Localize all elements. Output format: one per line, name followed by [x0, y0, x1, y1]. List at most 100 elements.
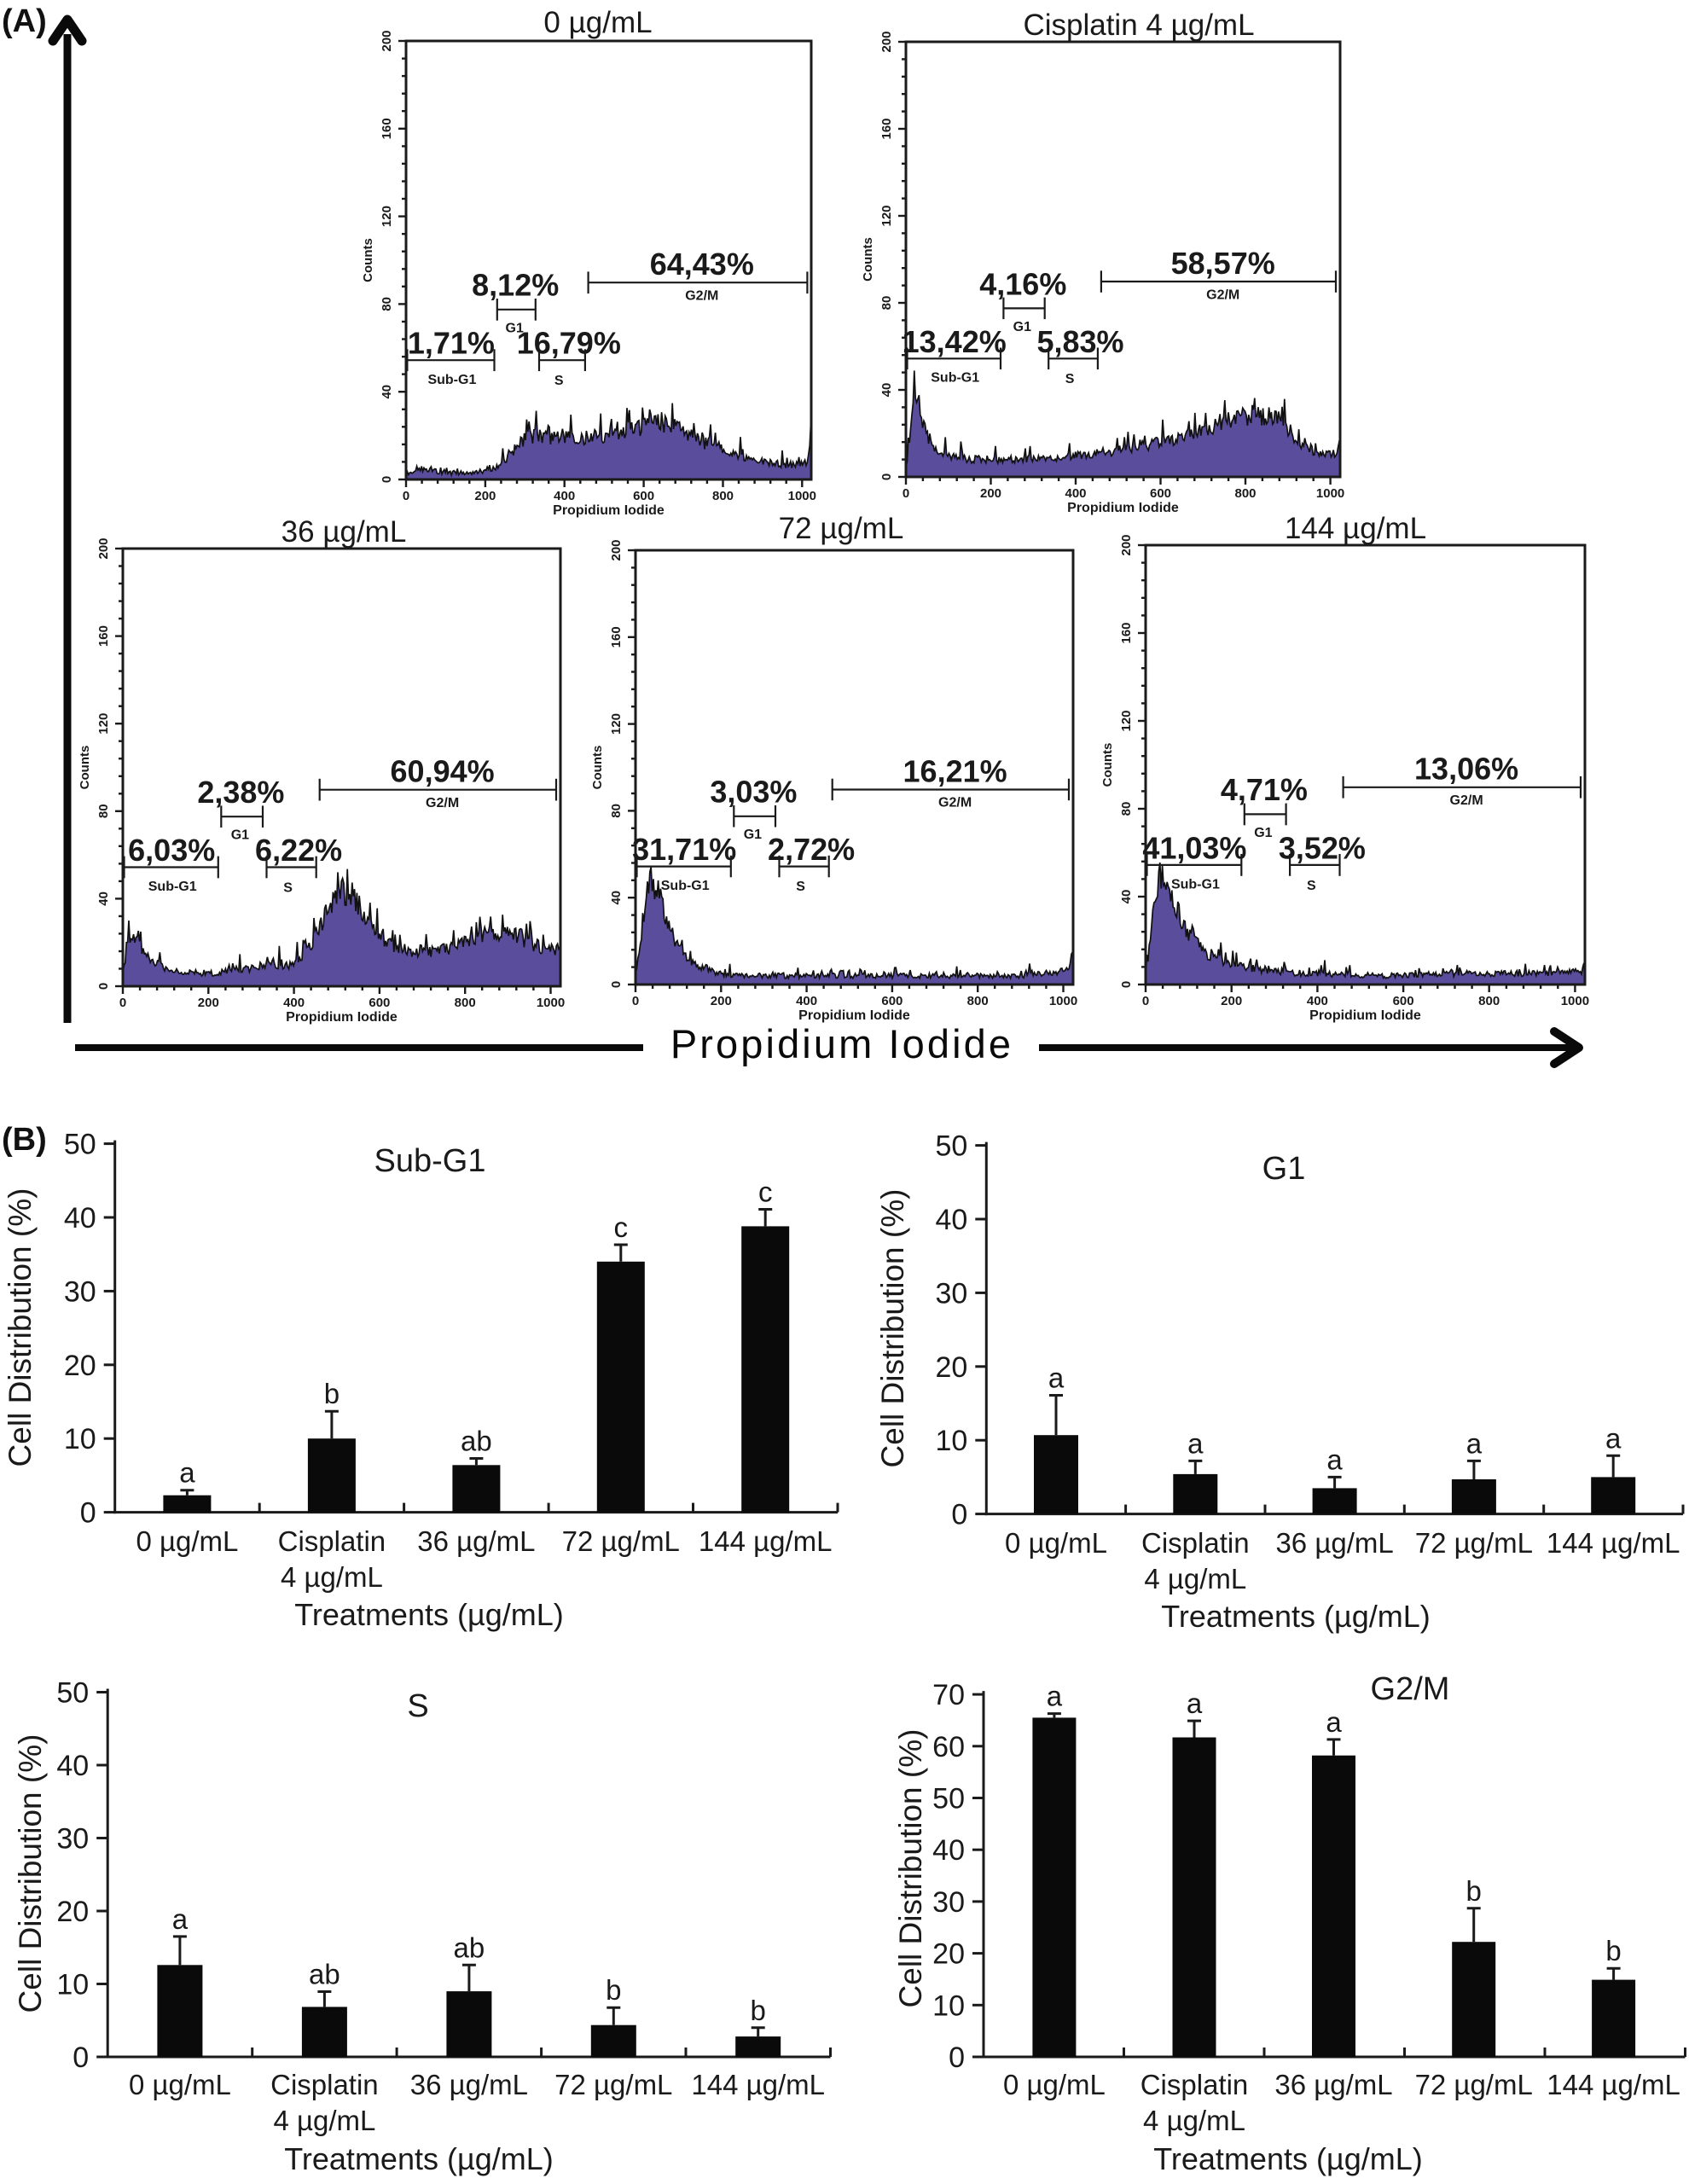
svg-text:160: 160	[1119, 622, 1134, 643]
svg-text:Cisplatin: Cisplatin	[270, 2069, 379, 2100]
svg-text:Propidium Iodide: Propidium Iodide	[1309, 1008, 1421, 1023]
svg-text:80: 80	[96, 804, 111, 818]
svg-text:Cisplatin 4 µg/mL: Cisplatin 4 µg/mL	[1023, 9, 1254, 42]
svg-text:200: 200	[879, 31, 894, 52]
svg-text:600: 600	[1150, 486, 1171, 501]
svg-text:b: b	[1605, 1935, 1621, 1966]
svg-text:30: 30	[932, 1886, 965, 1919]
svg-text:200: 200	[1119, 534, 1134, 555]
svg-text:120: 120	[879, 205, 894, 226]
svg-text:10: 10	[56, 1969, 89, 2001]
svg-text:Cisplatin: Cisplatin	[1141, 1527, 1250, 1559]
svg-text:70: 70	[932, 1679, 965, 1711]
svg-text:80: 80	[879, 296, 894, 311]
svg-text:80: 80	[609, 804, 624, 818]
svg-text:1000: 1000	[1049, 994, 1077, 1008]
svg-text:1000: 1000	[537, 996, 565, 1010]
svg-text:200: 200	[380, 30, 394, 51]
svg-text:60,94%: 60,94%	[391, 753, 495, 788]
svg-text:1000: 1000	[1316, 486, 1344, 501]
svg-text:40: 40	[64, 1202, 96, 1234]
svg-text:600: 600	[881, 994, 903, 1008]
svg-text:a: a	[1326, 1706, 1342, 1738]
svg-text:600: 600	[369, 996, 390, 1010]
svg-text:400: 400	[283, 996, 305, 1010]
svg-text:a: a	[1187, 1427, 1204, 1459]
svg-text:200: 200	[980, 486, 1001, 501]
svg-text:Sub-G1: Sub-G1	[148, 880, 197, 894]
svg-text:0 µg/mL: 0 µg/mL	[129, 2069, 231, 2100]
svg-text:Cell Distribution (%): Cell Distribution (%)	[13, 1734, 48, 2013]
svg-text:40: 40	[935, 1204, 967, 1236]
svg-text:120: 120	[1119, 710, 1134, 731]
svg-text:0: 0	[1119, 981, 1134, 988]
svg-text:4 µg/mL: 4 µg/mL	[1144, 1563, 1246, 1594]
svg-text:G1: G1	[1262, 1151, 1306, 1187]
svg-text:50: 50	[56, 1677, 89, 1710]
svg-text:ab: ab	[454, 1931, 485, 1963]
svg-text:20: 20	[935, 1351, 967, 1384]
svg-text:Propidium Iodide: Propidium Iodide	[798, 1008, 910, 1023]
svg-text:Sub-G1: Sub-G1	[1171, 878, 1220, 892]
svg-text:40: 40	[380, 385, 394, 399]
svg-text:0 µg/mL: 0 µg/mL	[543, 6, 652, 39]
svg-text:72 µg/mL: 72 µg/mL	[554, 2069, 672, 2100]
svg-text:4,71%: 4,71%	[1221, 772, 1308, 807]
svg-text:120: 120	[380, 206, 394, 227]
svg-text:Sub-G1: Sub-G1	[661, 879, 710, 893]
svg-text:ab: ab	[309, 1959, 340, 1990]
svg-text:Propidium Iodide: Propidium Iodide	[553, 503, 665, 518]
svg-text:4 µg/mL: 4 µg/mL	[273, 2105, 375, 2136]
svg-text:0: 0	[949, 2042, 965, 2074]
svg-text:ab: ab	[461, 1426, 492, 1457]
svg-text:144 µg/mL: 144 µg/mL	[1547, 2069, 1680, 2100]
svg-text:G1: G1	[506, 321, 524, 335]
svg-text:Sub-G1: Sub-G1	[427, 373, 476, 387]
svg-text:c: c	[758, 1176, 773, 1208]
svg-text:b: b	[1466, 1875, 1482, 1907]
svg-text:b: b	[606, 1974, 621, 2006]
svg-text:400: 400	[554, 489, 575, 503]
svg-text:Counts: Counts	[1100, 743, 1115, 787]
svg-text:c: c	[614, 1211, 629, 1243]
svg-text:Counts: Counts	[361, 238, 375, 282]
svg-text:3,52%: 3,52%	[1279, 831, 1366, 866]
svg-text:40: 40	[609, 891, 624, 905]
svg-text:Sub-G1: Sub-G1	[931, 371, 979, 386]
svg-text:30: 30	[64, 1275, 96, 1308]
svg-text:S: S	[554, 374, 564, 388]
svg-text:800: 800	[1234, 486, 1256, 501]
svg-text:2,72%: 2,72%	[768, 832, 855, 867]
svg-text:Cisplatin: Cisplatin	[1141, 2069, 1249, 2100]
svg-text:64,43%: 64,43%	[650, 247, 754, 282]
svg-text:10: 10	[64, 1423, 96, 1455]
svg-text:a: a	[1466, 1427, 1483, 1459]
svg-text:Cell Distribution (%): Cell Distribution (%)	[875, 1189, 910, 1468]
svg-text:200: 200	[1221, 994, 1242, 1008]
svg-text:31,71%: 31,71%	[632, 832, 736, 867]
svg-text:72 µg/mL: 72 µg/mL	[1415, 1527, 1533, 1559]
svg-text:58,57%: 58,57%	[1171, 246, 1275, 281]
svg-text:72 µg/mL: 72 µg/mL	[1415, 2069, 1533, 2100]
svg-text:Propidium Iodide: Propidium Iodide	[286, 1010, 398, 1025]
svg-text:160: 160	[380, 118, 394, 139]
svg-text:600: 600	[633, 489, 654, 503]
svg-text:a: a	[1605, 1422, 1622, 1454]
svg-text:60: 60	[932, 1731, 965, 1763]
svg-text:Cell Distribution (%): Cell Distribution (%)	[893, 1729, 928, 2008]
svg-text:Cell Distribution (%): Cell Distribution (%)	[3, 1188, 38, 1467]
svg-text:b: b	[324, 1378, 340, 1409]
svg-text:0: 0	[80, 1497, 96, 1530]
svg-text:4,16%: 4,16%	[979, 266, 1066, 301]
svg-text:0 µg/mL: 0 µg/mL	[1003, 2069, 1106, 2100]
svg-text:0: 0	[951, 1499, 967, 1531]
svg-text:(B): (B)	[2, 1122, 47, 1158]
svg-text:0: 0	[403, 489, 409, 503]
svg-text:50: 50	[64, 1129, 96, 1161]
svg-text:Cisplatin: Cisplatin	[278, 1525, 386, 1557]
svg-text:G2/M: G2/M	[685, 289, 718, 304]
svg-text:200: 200	[96, 537, 111, 559]
svg-text:Counts: Counts	[590, 746, 605, 790]
svg-text:36 µg/mL: 36 µg/mL	[410, 2069, 528, 2100]
svg-text:G2/M: G2/M	[426, 796, 459, 810]
